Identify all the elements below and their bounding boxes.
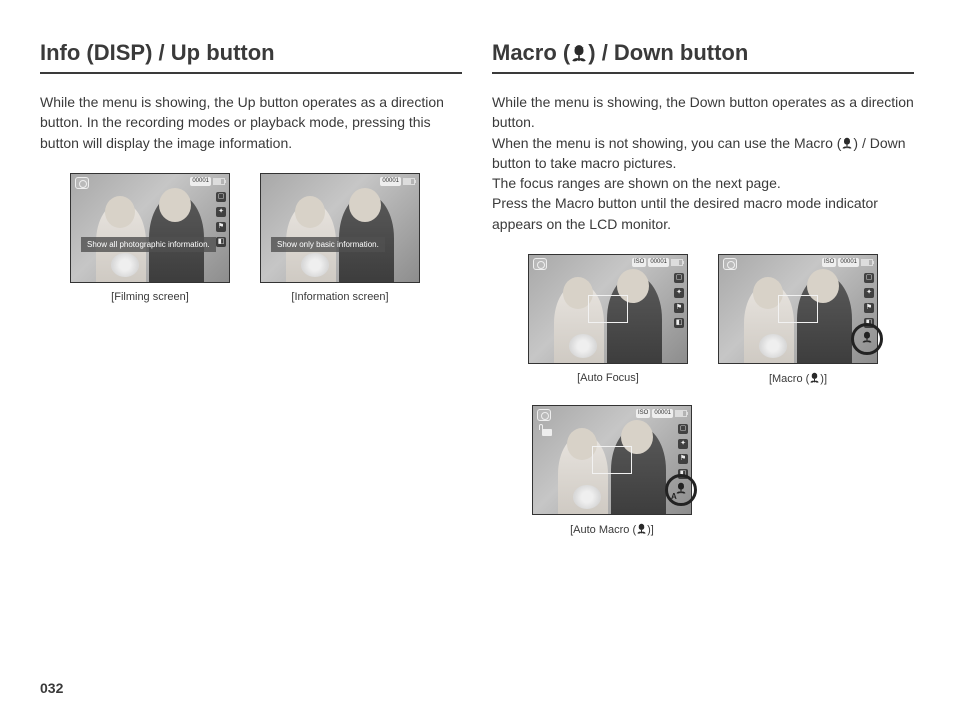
caption-text: [Auto Macro (	[570, 524, 636, 536]
figure-automacro: ISO 00001 ▢ ✦ ⚑ ◧	[532, 405, 692, 536]
caption-text: )]	[647, 524, 654, 536]
status-counter: 00001	[648, 258, 669, 267]
focus-frame	[778, 295, 818, 323]
photo-figure	[759, 334, 787, 358]
photo-figure	[159, 188, 191, 222]
rail-icon: ✦	[674, 288, 684, 298]
figure-filming: 00001 ▢ ✦ ⚑ ◧ Show all photographic info…	[70, 173, 230, 303]
figure-row-macro-2: ISO 00001 ▢ ✦ ⚑ ◧	[492, 405, 914, 536]
photo-figure	[349, 188, 381, 222]
caption-automacro: [Auto Macro ()]	[532, 523, 692, 536]
figure-row-macro-1: ISO 00001 ▢ ✦ ⚑ ◧	[492, 254, 914, 385]
rail-icon: ⚑	[674, 303, 684, 313]
figure-information: 00001 Show only basic information. [Info…	[260, 173, 420, 303]
lock-icon	[537, 424, 547, 436]
status-strip: ISO 00001	[822, 258, 873, 267]
battery-icon	[671, 259, 683, 266]
figure-row-info: 00001 ▢ ✦ ⚑ ◧ Show all photographic info…	[40, 173, 462, 303]
rail-icon: ▢	[674, 273, 684, 283]
rail-icon: ▢	[216, 192, 226, 202]
status-counter: 00001	[190, 177, 211, 186]
battery-icon	[403, 178, 415, 185]
rail-icon: ◧	[674, 318, 684, 328]
caption-macro: [Macro ()]	[718, 372, 878, 385]
status-counter: 00001	[838, 258, 859, 267]
section-info-disp: Info (DISP) / Up button While the menu i…	[40, 40, 462, 536]
status-strip: ISO 00001	[632, 258, 683, 267]
battery-icon	[675, 410, 687, 417]
camera-mode-icon	[533, 258, 547, 270]
photo-figure	[105, 196, 135, 228]
macro-indicator-circle	[851, 323, 883, 355]
photo-figure	[573, 485, 601, 509]
status-strip: ISO 00001	[636, 409, 687, 418]
status-strip: 00001	[190, 177, 225, 186]
camera-mode-icon	[723, 258, 737, 270]
status-iso: ISO	[636, 409, 650, 418]
focus-frame	[588, 295, 628, 323]
auto-a-badge: A	[671, 492, 677, 501]
tulip-icon	[636, 524, 647, 536]
body-macro: While the menu is showing, the Down butt…	[492, 92, 914, 234]
overlay-banner: Show only basic information.	[271, 237, 385, 252]
rail-icon: ✦	[864, 288, 874, 298]
section-macro: Macro ( ) / Down button While the menu is…	[492, 40, 914, 536]
overlay-banner: Show all photographic information.	[81, 237, 216, 252]
screen-autofocus: ISO 00001 ▢ ✦ ⚑ ◧	[528, 254, 688, 364]
tulip-icon	[570, 40, 588, 65]
body-line: The focus ranges are shown on the next p…	[492, 175, 781, 191]
rail-icon: ◧	[216, 237, 226, 247]
figure-autofocus: ISO 00001 ▢ ✦ ⚑ ◧	[528, 254, 688, 385]
battery-icon	[213, 178, 225, 185]
rail-icon: ✦	[216, 207, 226, 217]
screen-filming: 00001 ▢ ✦ ⚑ ◧ Show all photographic info…	[70, 173, 230, 283]
status-counter: 00001	[380, 177, 401, 186]
caption-text: [Macro (	[769, 373, 809, 385]
side-icon-rail: ▢ ✦ ⚑ ◧	[216, 192, 226, 247]
heading-macro-pre: Macro (	[492, 40, 570, 65]
page-columns: Info (DISP) / Up button While the menu i…	[40, 40, 914, 536]
screen-macro: ISO 00001 ▢ ✦ ⚑ ◧	[718, 254, 878, 364]
photo-figure	[295, 196, 325, 228]
screen-information: 00001 Show only basic information.	[260, 173, 420, 283]
camera-mode-icon	[537, 409, 551, 421]
photo-figure	[569, 334, 597, 358]
tulip-icon	[861, 330, 873, 348]
status-strip: 00001	[380, 177, 415, 186]
page-number: 032	[40, 680, 63, 696]
rail-icon: ✦	[678, 439, 688, 449]
caption-autofocus: [Auto Focus]	[528, 372, 688, 384]
heading-macro: Macro ( ) / Down button	[492, 40, 914, 74]
tulip-icon	[809, 373, 820, 385]
body-line: Press the Macro button until the desired…	[492, 195, 878, 231]
rail-icon: ▢	[678, 424, 688, 434]
status-iso: ISO	[822, 258, 836, 267]
focus-frame	[592, 446, 632, 474]
rail-icon: ▢	[864, 273, 874, 283]
photo-figure	[111, 253, 139, 277]
body-line: When the menu is not showing, you can us…	[492, 135, 841, 151]
rail-icon: ⚑	[678, 454, 688, 464]
caption-text: )]	[820, 373, 827, 385]
side-icon-rail: ▢ ✦ ⚑ ◧	[864, 273, 874, 328]
caption-information: [Information screen]	[260, 291, 420, 303]
camera-mode-icon	[75, 177, 89, 189]
tulip-icon	[841, 135, 853, 151]
figure-macro: ISO 00001 ▢ ✦ ⚑ ◧	[718, 254, 878, 385]
heading-info-disp: Info (DISP) / Up button	[40, 40, 462, 74]
rail-icon: ⚑	[864, 303, 874, 313]
rail-icon: ⚑	[216, 222, 226, 232]
screen-automacro: ISO 00001 ▢ ✦ ⚑ ◧	[532, 405, 692, 515]
photo-figure	[301, 253, 329, 277]
automacro-indicator-circle: A	[665, 474, 697, 506]
status-iso: ISO	[632, 258, 646, 267]
body-info-disp: While the menu is showing, the Up button…	[40, 92, 462, 153]
heading-macro-post: ) / Down button	[588, 40, 748, 65]
side-icon-rail: ▢ ✦ ⚑ ◧	[674, 273, 684, 328]
body-line: While the menu is showing, the Down butt…	[492, 94, 914, 130]
battery-icon	[861, 259, 873, 266]
caption-filming: [Filming screen]	[70, 291, 230, 303]
status-counter: 00001	[652, 409, 673, 418]
side-icon-rail: ▢ ✦ ⚑ ◧	[678, 424, 688, 479]
